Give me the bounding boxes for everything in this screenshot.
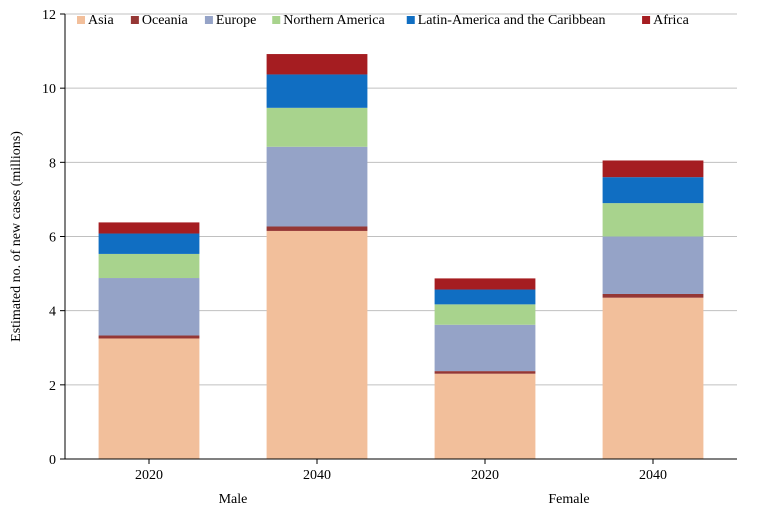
legend-label-northern_america: Northern America bbox=[283, 13, 385, 28]
bar-segment-northern_america bbox=[99, 254, 200, 278]
x-tick-label: 2020 bbox=[471, 468, 499, 483]
legend-label-asia: Asia bbox=[88, 13, 114, 28]
y-tick-label: 0 bbox=[49, 453, 56, 468]
legend-swatch-asia bbox=[77, 16, 85, 24]
y-tick-label: 2 bbox=[49, 379, 56, 394]
group-label: Male bbox=[219, 492, 248, 507]
bar-segment-africa bbox=[99, 222, 200, 233]
y-tick-label: 10 bbox=[42, 82, 56, 97]
bar-segment-northern_america bbox=[267, 108, 368, 147]
legend-label-europe: Europe bbox=[216, 13, 256, 28]
legend-swatch-europe bbox=[205, 16, 213, 24]
bar-segment-africa bbox=[267, 54, 368, 74]
bar-segment-latam_caribbean bbox=[267, 74, 368, 107]
legend-label-latam_caribbean: Latin-America and the Caribbean bbox=[418, 13, 606, 28]
bar-segment-latam_caribbean bbox=[99, 234, 200, 254]
legend-label-oceania: Oceania bbox=[142, 13, 189, 28]
bar-segment-europe bbox=[267, 147, 368, 227]
bar-segment-asia bbox=[603, 298, 704, 459]
y-tick-label: 12 bbox=[42, 8, 56, 23]
bar-segment-oceania bbox=[435, 371, 536, 374]
y-axis-label: Estimated no. of new cases (millions) bbox=[9, 131, 24, 342]
bar-segment-europe bbox=[99, 278, 200, 335]
bar-segment-oceania bbox=[603, 294, 704, 298]
legend-swatch-africa bbox=[642, 16, 650, 24]
bar-segment-europe bbox=[435, 325, 536, 371]
legend-swatch-oceania bbox=[131, 16, 139, 24]
bar-segment-latam_caribbean bbox=[603, 177, 704, 203]
chart-container: 0 2 4 6 8 10 12 2020 2040 Male 2020 2040 Female Estim… bbox=[0, 0, 757, 519]
y-tick-label: 4 bbox=[49, 305, 56, 320]
bar-segment-northern_america bbox=[435, 304, 536, 324]
bar-segment-africa bbox=[603, 160, 704, 177]
stacked-bar-chart: 0 2 4 6 8 10 12 2020 2040 Male 2020 2040 Female Estim… bbox=[0, 0, 757, 519]
bar-segment-oceania bbox=[267, 226, 368, 230]
group-label: Female bbox=[548, 492, 589, 507]
bar-segment-northern_america bbox=[603, 203, 704, 236]
bar-segment-asia bbox=[267, 231, 368, 459]
legend-label-africa: Africa bbox=[653, 13, 690, 28]
legend-swatch-northern_america bbox=[272, 16, 280, 24]
bar-segment-europe bbox=[603, 237, 704, 294]
bar-segment-asia bbox=[99, 338, 200, 459]
legend-swatch-latam_caribbean bbox=[407, 16, 415, 24]
bar-segment-latam_caribbean bbox=[435, 290, 536, 305]
x-tick-label: 2020 bbox=[135, 468, 163, 483]
bar-segment-oceania bbox=[99, 336, 200, 339]
bar-segment-asia bbox=[435, 374, 536, 459]
bar-segment-africa bbox=[435, 278, 536, 289]
x-tick-label: 2040 bbox=[639, 468, 667, 483]
x-tick-label: 2040 bbox=[303, 468, 331, 483]
y-tick-label: 8 bbox=[49, 156, 56, 171]
y-tick-label: 6 bbox=[49, 231, 56, 246]
